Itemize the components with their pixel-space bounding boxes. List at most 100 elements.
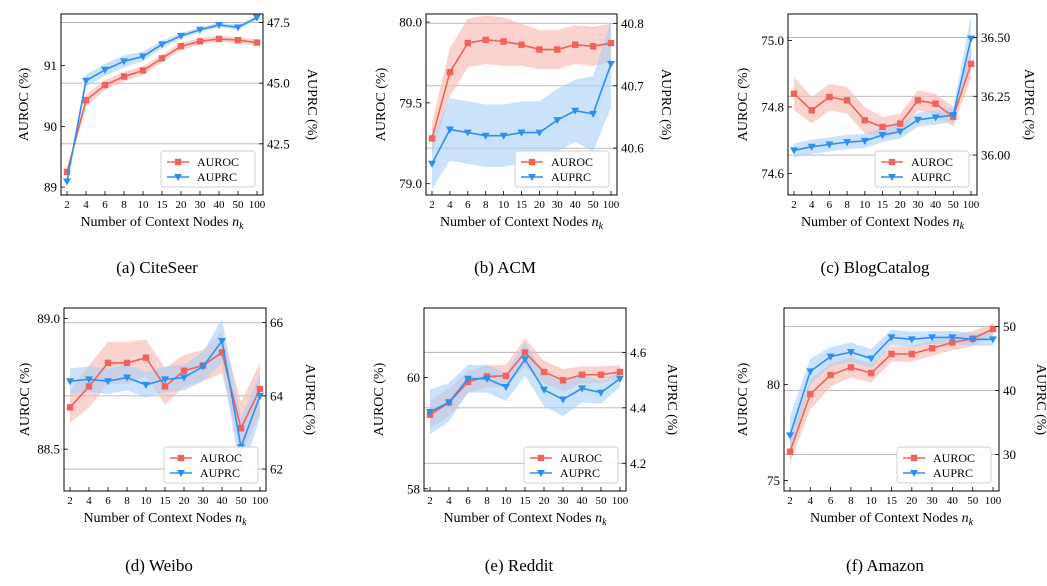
- chart-panel: 2 4 6 8 10 15 20 30 40 50 100 75 80 30 40 50 AUROC (%) AU…: [736, 307, 1047, 575]
- y-right-tick-label: 4.6: [630, 345, 647, 360]
- x-tick-label: 20: [895, 199, 907, 211]
- auroc-point: [180, 367, 188, 374]
- auprc-point: [445, 126, 454, 134]
- legend-box: [523, 446, 619, 484]
- y-right-tick-label: 40.6: [621, 141, 644, 156]
- auprc-point: [553, 117, 562, 125]
- y-left-tick-label: 79.5: [399, 95, 422, 110]
- auprc-point: [123, 374, 131, 382]
- auprc-point: [104, 378, 112, 386]
- auprc-point: [928, 334, 937, 342]
- auroc-point: [521, 349, 529, 356]
- subfigure-caption: (e) Reddit: [485, 556, 554, 575]
- x-axis-label-text: Number of Context Nodes: [440, 215, 592, 230]
- auroc-point: [139, 67, 147, 74]
- auroc-point: [196, 38, 204, 45]
- y-right-tick-label: 45.0: [267, 76, 290, 91]
- x-tick-label: 10: [501, 495, 513, 507]
- y-right-tick-label: 4.2: [630, 456, 646, 471]
- auprc-point: [887, 334, 896, 342]
- y-right-tick-label: 66: [270, 315, 284, 330]
- auprc-point: [158, 41, 166, 49]
- x-axis-label-text: Number of Context Nodes: [443, 511, 595, 526]
- legend-box: [160, 150, 256, 188]
- x-tick-label: 100: [252, 495, 269, 507]
- x-tick-label: 10: [141, 495, 153, 507]
- auprc-point: [949, 112, 958, 120]
- auroc-point: [879, 123, 886, 131]
- x-tick-label: 10: [498, 199, 510, 211]
- auroc-point: [949, 339, 956, 346]
- auroc-point: [85, 383, 93, 390]
- x-axis-label: Number of Context Nodes nk: [83, 511, 247, 528]
- auprc-point: [120, 58, 128, 66]
- y-left-tick-label: 80.0: [399, 15, 422, 30]
- legend-auroc-marker: [174, 158, 182, 166]
- x-tick-label: 100: [612, 495, 629, 507]
- x-tick-label: 20: [179, 495, 191, 507]
- x-tick-label: 15: [886, 495, 898, 507]
- chart-panel: 2 4 6 8 10 15 20 30 40 50 100 89 90 91 42.5 45.0 47.5 AUR…: [17, 13, 319, 277]
- auroc-point: [123, 359, 131, 367]
- x-tick-label: 30: [912, 199, 924, 211]
- auprc-band: [430, 342, 620, 435]
- auroc-point: [518, 41, 525, 48]
- auprc-point: [931, 114, 940, 122]
- auroc-point: [464, 39, 471, 47]
- x-tick-label: 2: [791, 199, 797, 211]
- y-left-axis-label: AUROC (%): [18, 362, 33, 436]
- y-right-tick-label: 36.25: [981, 89, 1010, 104]
- legend-auprc-marker: [174, 174, 182, 181]
- x-tick-label: 15: [516, 199, 528, 211]
- x-axis-label-sub: k: [239, 221, 244, 232]
- x-tick-label: 100: [249, 199, 266, 211]
- auprc-point: [907, 336, 916, 344]
- auprc-point: [559, 396, 567, 404]
- x-axis-label-sub: k: [960, 221, 965, 232]
- auroc-point: [847, 364, 855, 371]
- auroc-point: [237, 425, 245, 432]
- auroc-point: [554, 46, 561, 53]
- y-left-tick-label: 75.0: [761, 33, 784, 48]
- auroc-band: [432, 15, 611, 155]
- auprc-point: [481, 132, 490, 140]
- legend-auroc-marker: [537, 454, 545, 462]
- auprc-point: [913, 116, 922, 124]
- auprc-point: [142, 381, 150, 389]
- chart-panel: 2 4 6 8 10 15 20 30 40 50 100 58 60 4.2 4.4 4.6 AUROC (%…: [372, 307, 679, 575]
- auprc-point: [878, 132, 887, 140]
- y-right-tick-label: 4.4: [630, 400, 647, 415]
- y-left-tick-label: 60: [407, 370, 420, 385]
- x-axis-label-text: Number of Context Nodes: [83, 511, 235, 526]
- x-tick-label: 40: [930, 199, 942, 211]
- x-tick-label: 15: [157, 199, 169, 211]
- x-tick-label: 20: [539, 495, 551, 507]
- x-axis-label: Number of Context Nodes nk: [443, 511, 607, 528]
- auprc-point: [896, 128, 905, 136]
- auprc-point: [521, 356, 529, 364]
- auroc-point: [446, 68, 454, 76]
- auroc-point: [888, 350, 895, 358]
- legend-box: [896, 446, 992, 484]
- x-axis-label-sub: k: [599, 221, 604, 232]
- legend-label: AUROC: [560, 451, 602, 465]
- x-tick-label: 50: [596, 495, 608, 507]
- auprc-point: [82, 77, 90, 85]
- y-left-axis-label: AUROC (%): [736, 67, 751, 141]
- auroc-point: [578, 371, 586, 378]
- x-tick-label: 4: [83, 199, 89, 211]
- auprc-point: [989, 336, 997, 344]
- x-tick-label: 8: [483, 199, 489, 211]
- legend-box: [874, 150, 970, 188]
- auprc-point: [790, 147, 798, 155]
- auprc-point: [589, 110, 598, 118]
- auprc-point: [825, 141, 834, 149]
- chart-panel: 2 4 6 8 10 15 20 30 40 50 100 74.6 74.8 75.0 36.00 36.2…: [736, 13, 1036, 277]
- auprc-point: [101, 66, 109, 74]
- y-left-tick-label: 75: [767, 473, 780, 488]
- x-axis-label-sub: k: [969, 517, 974, 528]
- auroc-point: [253, 39, 261, 46]
- auroc-point: [63, 168, 71, 176]
- x-axis-label-var: n: [232, 215, 239, 230]
